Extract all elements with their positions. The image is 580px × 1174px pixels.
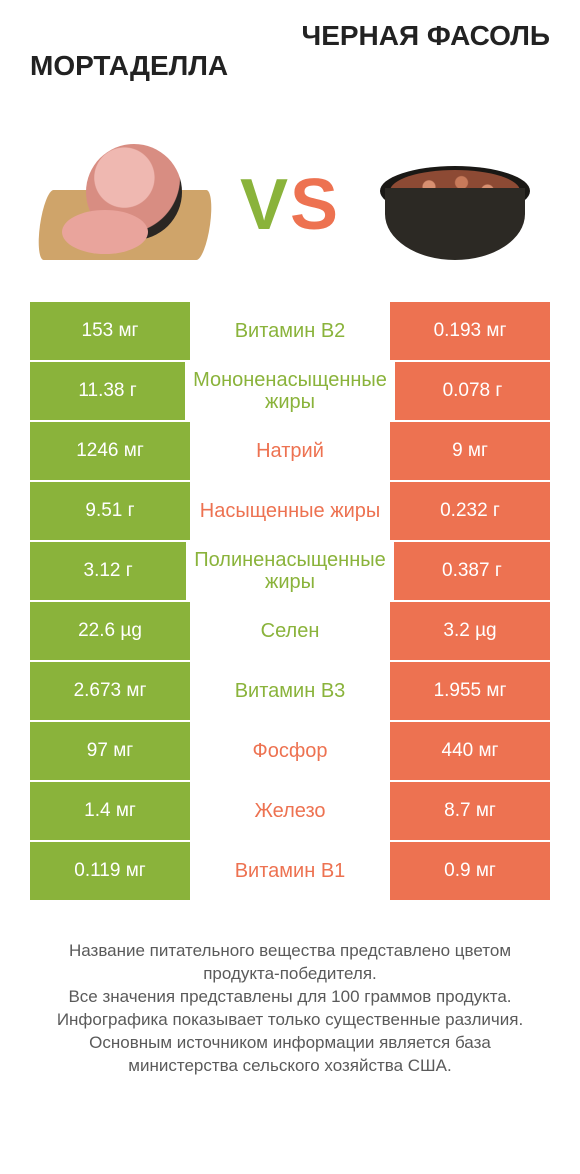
hero-left xyxy=(30,140,220,270)
table-row: 97 мгФосфор440 мг xyxy=(30,720,550,780)
table-row: 11.38 гМононенасыщенные жиры0.078 г xyxy=(30,360,550,420)
beans-icon xyxy=(370,140,540,270)
table-row: 3.12 гПолиненасыщенные жиры0.387 г xyxy=(30,540,550,600)
cell-nutrient-label: Железо xyxy=(190,782,390,840)
cell-left-value: 9.51 г xyxy=(30,482,190,540)
table-row: 22.6 µgСелен3.2 µg xyxy=(30,600,550,660)
cell-left-value: 22.6 µg xyxy=(30,602,190,660)
infographic: МОРТАДЕЛЛА ЧЕРНАЯ ФАСОЛЬ VS 153 мгВитами… xyxy=(0,0,580,1174)
table-row: 9.51 гНасыщенные жиры0.232 г xyxy=(30,480,550,540)
cell-nutrient-label: Натрий xyxy=(190,422,390,480)
cell-nutrient-label: Фосфор xyxy=(190,722,390,780)
cell-right-value: 9 мг xyxy=(390,422,550,480)
cell-nutrient-label: Полиненасыщенные жиры xyxy=(186,542,394,600)
cell-left-value: 11.38 г xyxy=(30,362,185,420)
table-row: 2.673 мгВитамин B31.955 мг xyxy=(30,660,550,720)
cell-nutrient-label: Селен xyxy=(190,602,390,660)
footer-line-4: Основным источником информации является … xyxy=(40,1032,540,1078)
cell-right-value: 1.955 мг xyxy=(390,662,550,720)
table-row: 1246 мгНатрий9 мг xyxy=(30,420,550,480)
cell-right-value: 0.9 мг xyxy=(390,842,550,900)
cell-nutrient-label: Насыщенные жиры xyxy=(190,482,390,540)
footer-line-2: Все значения представлены для 100 граммо… xyxy=(40,986,540,1009)
cell-left-value: 0.119 мг xyxy=(30,842,190,900)
title-right: ЧЕРНАЯ ФАСОЛЬ xyxy=(290,20,550,52)
cell-right-value: 0.387 г xyxy=(394,542,550,600)
hero-row: VS xyxy=(30,120,550,290)
cell-right-value: 0.078 г xyxy=(395,362,550,420)
footer-line-1: Название питательного вещества представл… xyxy=(40,940,540,986)
hero-right xyxy=(360,140,550,270)
cell-nutrient-label: Мононенасыщенные жиры xyxy=(185,362,395,420)
table-row: 0.119 мгВитамин B10.9 мг xyxy=(30,840,550,900)
table-row: 153 мгВитамин B20.193 мг xyxy=(30,300,550,360)
vs-s: S xyxy=(290,165,340,245)
cell-left-value: 3.12 г xyxy=(30,542,186,600)
cell-nutrient-label: Витамин B3 xyxy=(190,662,390,720)
cell-nutrient-label: Витамин B2 xyxy=(190,302,390,360)
vs-label: VS xyxy=(220,164,360,246)
footer-notes: Название питательного вещества представл… xyxy=(30,940,550,1078)
cell-left-value: 1246 мг xyxy=(30,422,190,480)
titles-row: МОРТАДЕЛЛА ЧЕРНАЯ ФАСОЛЬ xyxy=(30,20,550,120)
vs-v: V xyxy=(240,165,290,245)
cell-left-value: 97 мг xyxy=(30,722,190,780)
cell-right-value: 3.2 µg xyxy=(390,602,550,660)
mortadella-icon xyxy=(40,140,210,270)
cell-right-value: 8.7 мг xyxy=(390,782,550,840)
cell-left-value: 1.4 мг xyxy=(30,782,190,840)
cell-right-value: 0.232 г xyxy=(390,482,550,540)
cell-right-value: 0.193 мг xyxy=(390,302,550,360)
cell-nutrient-label: Витамин B1 xyxy=(190,842,390,900)
cell-left-value: 2.673 мг xyxy=(30,662,190,720)
comparison-table: 153 мгВитамин B20.193 мг11.38 гМононенас… xyxy=(30,300,550,900)
footer-line-3: Инфографика показывает только существенн… xyxy=(40,1009,540,1032)
table-row: 1.4 мгЖелезо8.7 мг xyxy=(30,780,550,840)
cell-right-value: 440 мг xyxy=(390,722,550,780)
cell-left-value: 153 мг xyxy=(30,302,190,360)
title-left: МОРТАДЕЛЛА xyxy=(30,20,290,82)
